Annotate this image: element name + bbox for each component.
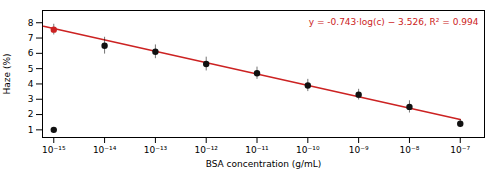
svg-text:Haze (%): Haze (%) xyxy=(2,54,12,95)
svg-text:10⁻¹¹: 10⁻¹¹ xyxy=(245,145,269,155)
svg-text:y = -0.743·log(c) − 3.526, R²: y = -0.743·log(c) − 3.526, R² = 0.994 xyxy=(309,17,479,27)
svg-text:7: 7 xyxy=(28,33,34,43)
svg-text:3: 3 xyxy=(28,94,34,104)
svg-text:10⁻¹⁰: 10⁻¹⁰ xyxy=(296,145,320,155)
svg-text:10⁻¹⁵: 10⁻¹⁵ xyxy=(42,145,66,155)
svg-text:2: 2 xyxy=(28,109,34,119)
svg-text:8: 8 xyxy=(28,18,34,28)
svg-text:10⁻¹³: 10⁻¹³ xyxy=(144,145,168,155)
svg-text:BSA concentration (g/mL): BSA concentration (g/mL) xyxy=(206,159,322,169)
svg-text:10⁻⁷: 10⁻⁷ xyxy=(450,145,470,155)
svg-text:6: 6 xyxy=(28,48,34,58)
svg-text:10⁻⁸: 10⁻⁸ xyxy=(400,145,420,155)
svg-text:10⁻¹⁴: 10⁻¹⁴ xyxy=(93,145,117,155)
svg-text:5: 5 xyxy=(28,64,34,74)
svg-text:1: 1 xyxy=(28,125,34,135)
svg-text:10⁻¹²: 10⁻¹² xyxy=(194,145,218,155)
svg-text:4: 4 xyxy=(28,79,34,89)
svg-text:10⁻⁹: 10⁻⁹ xyxy=(349,145,369,155)
